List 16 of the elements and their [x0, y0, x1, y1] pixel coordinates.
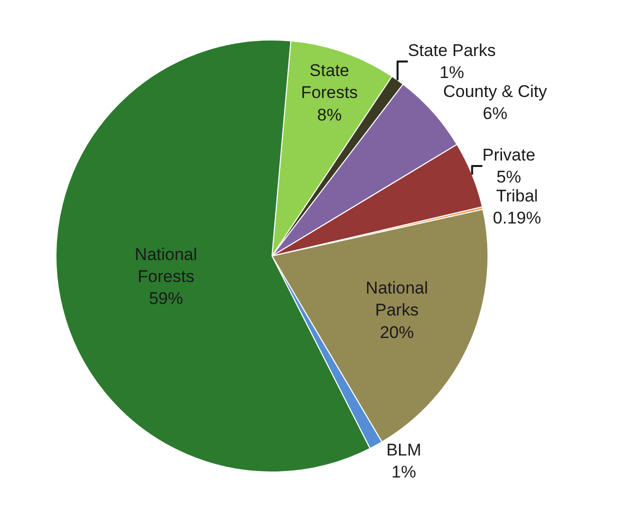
data-label: 1% — [392, 462, 416, 482]
slice-label: National Forests — [134, 245, 198, 286]
slice-label: BLM — [386, 440, 422, 460]
data-label: 59% — [148, 289, 183, 308]
data-label: 5% — [496, 168, 522, 187]
slice-label: National Parks — [366, 278, 428, 320]
slice-label: County & City — [443, 82, 548, 102]
data-label: 8% — [317, 105, 342, 124]
slice-label: Tribal — [496, 186, 538, 206]
data-label: 20% — [380, 322, 414, 342]
data-label: 1% — [439, 63, 464, 82]
data-label: 0.19% — [492, 208, 542, 228]
data-label: 6% — [482, 104, 508, 124]
slice-label: State Forests — [301, 61, 358, 102]
slice-label: State Parks — [408, 40, 496, 60]
slice-label: Private — [482, 146, 536, 165]
